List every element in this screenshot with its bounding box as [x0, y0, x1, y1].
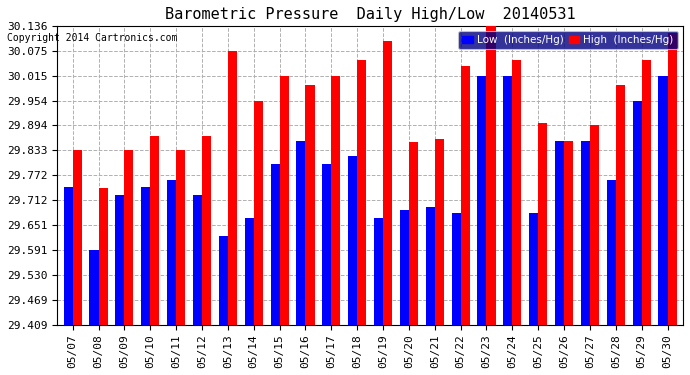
Bar — [331, 76, 340, 325]
Bar — [306, 85, 315, 325]
Bar — [607, 180, 615, 325]
Legend: Low  (Inches/Hg), High  (Inches/Hg): Low (Inches/Hg), High (Inches/Hg) — [458, 31, 678, 50]
Bar — [279, 76, 288, 325]
Bar — [529, 213, 538, 325]
Bar — [167, 180, 176, 325]
Bar — [270, 164, 279, 325]
Bar — [176, 150, 185, 325]
Bar — [150, 136, 159, 325]
Bar — [400, 210, 409, 325]
Bar — [193, 195, 202, 325]
Bar — [590, 125, 599, 325]
Bar — [426, 207, 435, 325]
Bar — [435, 139, 444, 325]
Bar — [297, 141, 306, 325]
Bar — [615, 85, 625, 325]
Bar — [564, 141, 573, 325]
Bar — [513, 60, 522, 325]
Title: Barometric Pressure  Daily High/Low  20140531: Barometric Pressure Daily High/Low 20140… — [165, 7, 575, 22]
Bar — [555, 141, 564, 325]
Bar — [461, 66, 470, 325]
Bar — [477, 76, 486, 325]
Bar — [633, 100, 642, 325]
Bar — [228, 51, 237, 325]
Bar — [642, 60, 651, 325]
Bar — [99, 188, 108, 325]
Bar — [658, 76, 667, 325]
Bar — [348, 156, 357, 325]
Bar — [219, 236, 228, 325]
Bar — [90, 250, 99, 325]
Bar — [245, 218, 254, 325]
Bar — [202, 136, 211, 325]
Bar — [538, 123, 547, 325]
Bar — [115, 195, 124, 325]
Bar — [72, 150, 81, 325]
Bar — [124, 150, 133, 325]
Bar — [581, 141, 590, 325]
Bar — [254, 100, 263, 325]
Bar — [667, 33, 677, 325]
Bar — [486, 26, 495, 325]
Text: Copyright 2014 Cartronics.com: Copyright 2014 Cartronics.com — [7, 33, 177, 43]
Bar — [357, 60, 366, 325]
Bar — [383, 40, 392, 325]
Bar — [503, 76, 513, 325]
Bar — [374, 218, 383, 325]
Bar — [63, 187, 72, 325]
Bar — [141, 187, 150, 325]
Bar — [451, 213, 461, 325]
Bar — [322, 164, 331, 325]
Bar — [409, 142, 418, 325]
